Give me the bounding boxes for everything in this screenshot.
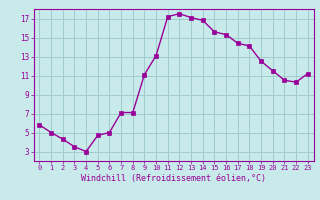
X-axis label: Windchill (Refroidissement éolien,°C): Windchill (Refroidissement éolien,°C) <box>81 174 266 183</box>
